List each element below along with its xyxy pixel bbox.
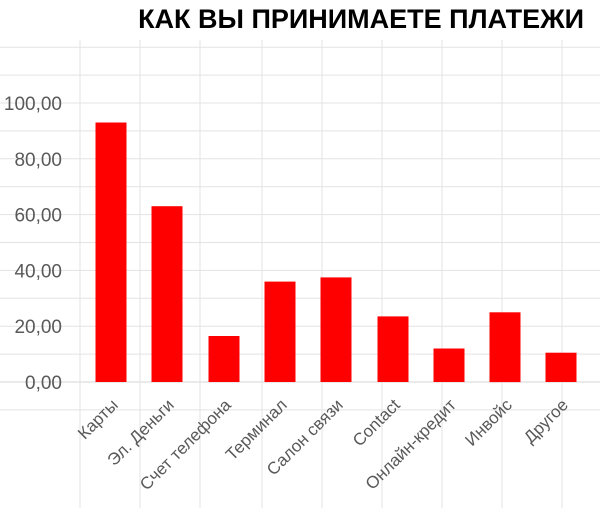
chart-title: КАК ВЫ ПРИНИМАЕТЕ ПЛАТЕЖИ (138, 4, 584, 34)
y-tick-label: 20,00 (14, 317, 62, 338)
bar (320, 277, 352, 382)
y-tick-label: 0,00 (25, 373, 62, 394)
bar (208, 336, 240, 382)
x-tick-label: Другое (520, 395, 572, 447)
bar (377, 316, 409, 382)
bar (433, 348, 465, 382)
x-tick-label: Contact (349, 395, 404, 450)
bar (545, 352, 577, 382)
bar (151, 206, 183, 382)
bars (95, 122, 577, 383)
y-tick-label: 80,00 (14, 150, 62, 171)
y-tick-label: 100,00 (4, 94, 62, 115)
y-tick-label: 40,00 (14, 261, 62, 282)
bar (95, 122, 127, 382)
bar (264, 281, 296, 382)
x-tick-label: Карты (74, 395, 122, 443)
bar (489, 312, 521, 383)
x-tick-label: Инвойс (461, 395, 516, 450)
y-axis-ticks: 0,00 20,00 40,00 60,00 80,00 100,00 (4, 94, 62, 394)
y-tick-label: 60,00 (14, 206, 62, 227)
